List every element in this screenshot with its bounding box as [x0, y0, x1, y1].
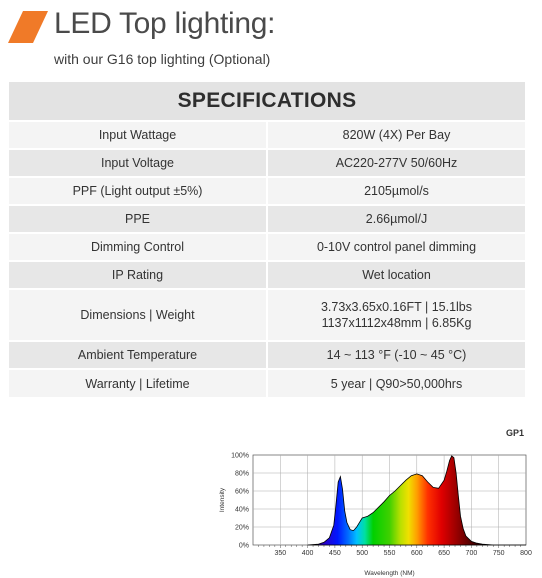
spec-row: IP Rating Wet location [9, 260, 525, 289]
page-subtitle: with our G16 top lighting (Optional) [54, 51, 271, 67]
spec-row: Dimensions | Weight 3.73x3.65x0.16FT | 15… [9, 288, 525, 341]
y-tick-label: 100% [231, 453, 249, 460]
specifications-body: Input Wattage 820W (4X) Per Bay Input Volt… [9, 120, 525, 397]
spec-value-line: 0-10V control panel dimming [316, 240, 477, 254]
x-tick-label: 550 [384, 550, 396, 557]
y-axis-label: Intensity [219, 487, 226, 512]
spec-value-line: 5 year | Q90>50,000hrs [330, 376, 463, 391]
spec-row: Ambient Temperature 14 ~ 113 °F (-10 ~ 45… [9, 340, 525, 369]
spec-label: Input Wattage [9, 120, 268, 149]
x-tick-label: 600 [411, 550, 423, 557]
spec-value-line: 820W (4X) Per Bay [342, 128, 451, 142]
spec-value: 2.66µmol/J [267, 204, 525, 233]
specifications-heading: SPECIFICATIONS [9, 82, 525, 121]
chart-title: GP1 [506, 428, 524, 438]
spec-value-line: 2.66µmol/J [365, 212, 428, 226]
x-axis-label: Wavelength (NM) [364, 570, 414, 577]
spec-label: Input Voltage [9, 148, 268, 177]
spectrum-series [307, 455, 526, 546]
spec-value-line: 14 ~ 113 °F (-10 ~ 45 °C) [326, 348, 467, 362]
spec-row: Warranty | Lifetime 5 year | Q90>50,000hr… [9, 368, 525, 397]
spec-value-line: 2105µmol/s [364, 184, 429, 198]
spec-label: IP Rating [9, 260, 268, 289]
spec-label: Ambient Temperature [9, 340, 268, 369]
spec-value: 14 ~ 113 °F (-10 ~ 45 °C) [267, 340, 525, 369]
spec-label: PPE [9, 204, 268, 233]
specifications-table: SPECIFICATIONS Input Wattage 820W (4X) Pe… [9, 82, 525, 397]
spec-value: AC220-277V 50/60Hz [267, 148, 525, 177]
spec-label: Dimming Control [9, 232, 268, 261]
spec-value: Wet location [267, 260, 525, 289]
page-title: LED Top lighting: [54, 7, 276, 40]
spec-value-line: AC220-277V 50/60Hz [335, 156, 458, 170]
y-tick-label: 60% [235, 489, 249, 496]
spec-row: Dimming Control 0-10V control panel dimmi… [9, 232, 525, 261]
specifications-heading-row: SPECIFICATIONS [9, 82, 525, 121]
spec-row: Input Voltage AC220-277V 50/60Hz [9, 148, 525, 177]
x-tick-label: 650 [438, 550, 450, 557]
x-tick-label: 350 [274, 550, 286, 557]
spec-value: 3.73x3.65x0.16FT | 15.1lbs 1137x1112x48mm… [267, 288, 525, 341]
spec-value: 820W (4X) Per Bay [267, 120, 525, 149]
spec-value: 0-10V control panel dimming [267, 232, 525, 261]
y-tick-label: 80% [235, 471, 249, 478]
spec-value-line: 3.73x3.65x0.16FT | 15.1lbs [320, 300, 473, 314]
x-tick-label: 750 [493, 550, 505, 557]
y-tick-label: 0% [239, 543, 249, 550]
spec-value-line: Wet location [362, 268, 431, 282]
header: LED Top lighting: with our G16 top light… [0, 0, 542, 80]
brand-parallelogram-icon [8, 11, 48, 43]
y-tick-label: 40% [235, 507, 249, 514]
spec-value: 2105µmol/s [267, 176, 525, 205]
spec-label: Dimensions | Weight [9, 288, 268, 341]
x-tick-label: 500 [356, 550, 368, 557]
spec-label: Warranty | Lifetime [9, 368, 268, 397]
x-tick-label: 700 [466, 550, 478, 557]
x-tick-label: 800 [520, 550, 532, 557]
spec-row: PPF (Light output ±5%) 2105µmol/s [9, 176, 525, 205]
spectrum-chart: GP1 350 400 450 500 550 600 650 700 750 800 0% 20% 40… [212, 424, 540, 578]
spectrum-chart-svg: GP1 350 400 450 500 550 600 650 700 750 800 0% 20% 40… [219, 428, 532, 577]
spec-row: PPE 2.66µmol/J [9, 204, 525, 233]
spec-value-line: 1137x1112x48mm | 6.85Kg [321, 316, 472, 330]
x-tick-label: 400 [302, 550, 314, 557]
x-tick-label: 450 [329, 550, 341, 557]
spec-value: 5 year | Q90>50,000hrs [267, 368, 525, 397]
y-tick-label: 20% [235, 525, 249, 532]
spec-label: PPF (Light output ±5%) [9, 176, 268, 205]
spec-row: Input Wattage 820W (4X) Per Bay [9, 120, 525, 149]
